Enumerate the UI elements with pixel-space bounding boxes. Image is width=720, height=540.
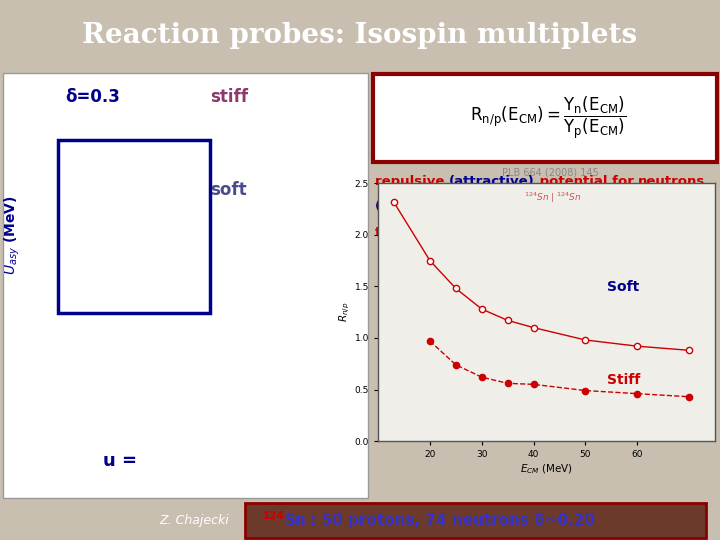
X-axis label: $E_{CM}$ (MeV): $E_{CM}$ (MeV) <box>520 462 573 476</box>
Text: neutron: neutron <box>404 226 468 239</box>
Bar <box>3 73 368 498</box>
Text: Z. Chajecki: Z. Chajecki <box>160 514 229 527</box>
FancyBboxPatch shape <box>373 74 717 163</box>
Text: enhances: enhances <box>446 200 526 213</box>
Text: (proton): (proton) <box>468 226 531 239</box>
Text: Sn: Sn <box>284 513 306 528</box>
Text: u =: u = <box>103 452 137 470</box>
Text: $U_{asy}$ (MeV): $U_{asy}$ (MeV) <box>2 196 22 275</box>
Text: stiff: stiff <box>210 88 248 106</box>
Text: Stiff: Stiff <box>607 373 640 387</box>
Text: (protons): (protons) <box>375 200 446 213</box>
Text: emission: emission <box>531 226 602 239</box>
Text: potential for: potential for <box>535 176 638 188</box>
Text: Reaction probes: Isospin multiplets: Reaction probes: Isospin multiplets <box>82 22 638 49</box>
Text: $^{124}$Sn | $^{124}$Sn: $^{124}$Sn | $^{124}$Sn <box>524 191 582 205</box>
Bar <box>58 140 210 313</box>
Text: PLB 664 (2008) 145: PLB 664 (2008) 145 <box>502 167 598 178</box>
Text: (attractive): (attractive) <box>449 176 535 188</box>
Y-axis label: $R_{n/p}$: $R_{n/p}$ <box>338 302 352 322</box>
Text: soft: soft <box>210 181 247 199</box>
Text: 124: 124 <box>263 511 284 521</box>
Text: neutrons: neutrons <box>638 176 706 188</box>
Text: : 50 protons, 74 neutrons δ~0.20: : 50 protons, 74 neutrons δ~0.20 <box>310 513 595 528</box>
Text: the: the <box>375 226 404 239</box>
Text: Soft: Soft <box>607 280 639 294</box>
Text: (suppresses): (suppresses) <box>526 200 622 213</box>
FancyBboxPatch shape <box>245 503 706 538</box>
Text: repulsive: repulsive <box>375 176 449 188</box>
Text: δ=0.3: δ=0.3 <box>65 88 120 106</box>
Text: $\mathrm{R_{n/p}(E_{CM})=\dfrac{Y_n(E_{CM})}{Y_p(E_{CM})}}$: $\mathrm{R_{n/p}(E_{CM})=\dfrac{Y_n(E_{C… <box>470 94 626 140</box>
